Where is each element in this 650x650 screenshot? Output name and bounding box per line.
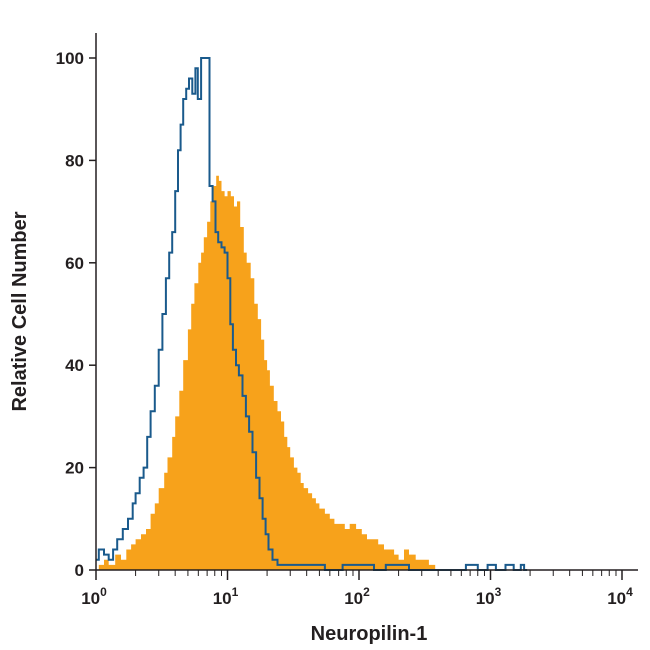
x-tick-label: 102 bbox=[344, 585, 370, 608]
filled-histogram-series bbox=[96, 175, 439, 571]
x-tick-label: 100 bbox=[81, 585, 107, 608]
y-tick-label: 40 bbox=[65, 356, 84, 375]
x-tick-label: 101 bbox=[213, 585, 239, 608]
y-tick-label: 80 bbox=[65, 151, 84, 170]
x-axis-ticks: 100 101 102 103 104 bbox=[81, 570, 633, 608]
x-axis-title: Neuropilin-1 bbox=[311, 623, 428, 645]
x-tick-label: 104 bbox=[607, 585, 633, 608]
y-tick-label: 20 bbox=[65, 459, 84, 478]
y-tick-label: 0 bbox=[75, 561, 84, 580]
x-tick-label: 103 bbox=[476, 585, 502, 608]
y-axis-title: Relative Cell Number bbox=[9, 211, 31, 411]
plot-series-group bbox=[96, 57, 528, 571]
y-axis-ticks: 0 20 40 60 80 100 bbox=[56, 49, 96, 580]
y-tick-label: 100 bbox=[56, 49, 84, 68]
y-tick-label: 60 bbox=[65, 254, 84, 273]
outline-histogram-series bbox=[96, 57, 528, 571]
